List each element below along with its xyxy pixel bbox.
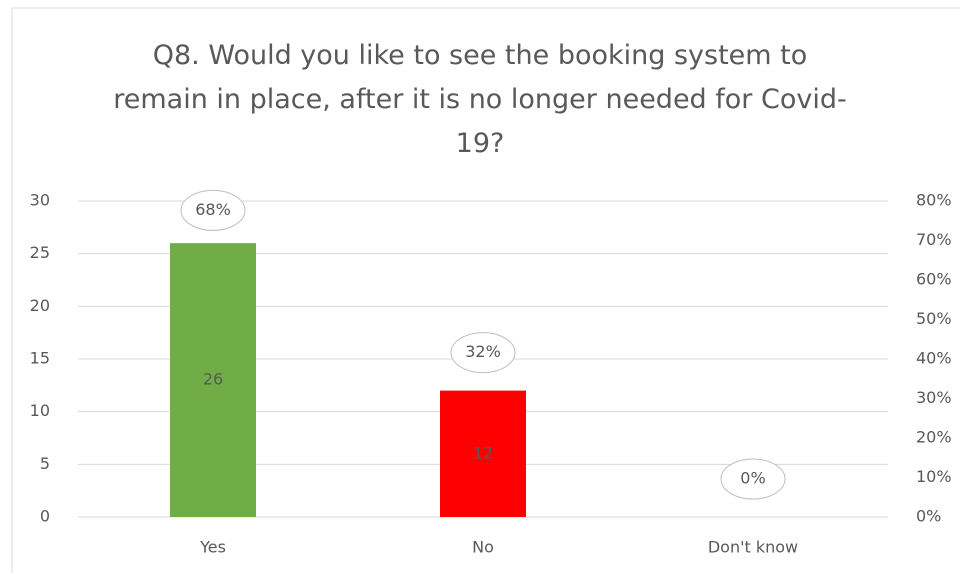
percent-label-bubble	[720, 458, 786, 500]
chart-title: Q8. Would you like to see the booking sy…	[113, 40, 847, 159]
y2-tick-label: 50%	[916, 309, 952, 328]
y-tick-label: 10	[30, 401, 50, 420]
y-tick-label: 15	[30, 349, 50, 368]
x-tick-label: Yes	[199, 538, 226, 557]
x-tick-label: Don't know	[708, 538, 798, 557]
y-tick-label: 5	[40, 454, 50, 473]
y2-tick-label: 10%	[916, 467, 952, 486]
y-tick-label: 30	[30, 191, 50, 210]
percent-label-bubble	[450, 332, 516, 374]
chart-border	[11, 7, 960, 573]
y2-tick-label: 60%	[916, 270, 952, 289]
y-tick-label: 25	[30, 243, 50, 262]
x-tick-label: No	[472, 538, 494, 557]
percent-label-bubble	[180, 189, 246, 231]
bar-value-label: 26	[203, 370, 223, 389]
bar-value-label: 12	[473, 443, 493, 462]
y-tick-label: 20	[30, 296, 50, 315]
bar	[170, 243, 256, 517]
y2-tick-label: 30%	[916, 388, 952, 407]
y2-tick-label: 80%	[916, 191, 952, 210]
percent-label: 32%	[465, 342, 501, 361]
bar	[440, 390, 526, 517]
percent-label: 68%	[195, 200, 231, 219]
y2-tick-label: 0%	[916, 507, 941, 526]
y2-tick-label: 20%	[916, 428, 952, 447]
y-tick-label: 0	[40, 507, 50, 526]
y2-tick-label: 70%	[916, 230, 952, 249]
percent-label: 0%	[740, 469, 765, 488]
y2-tick-label: 40%	[916, 349, 952, 368]
